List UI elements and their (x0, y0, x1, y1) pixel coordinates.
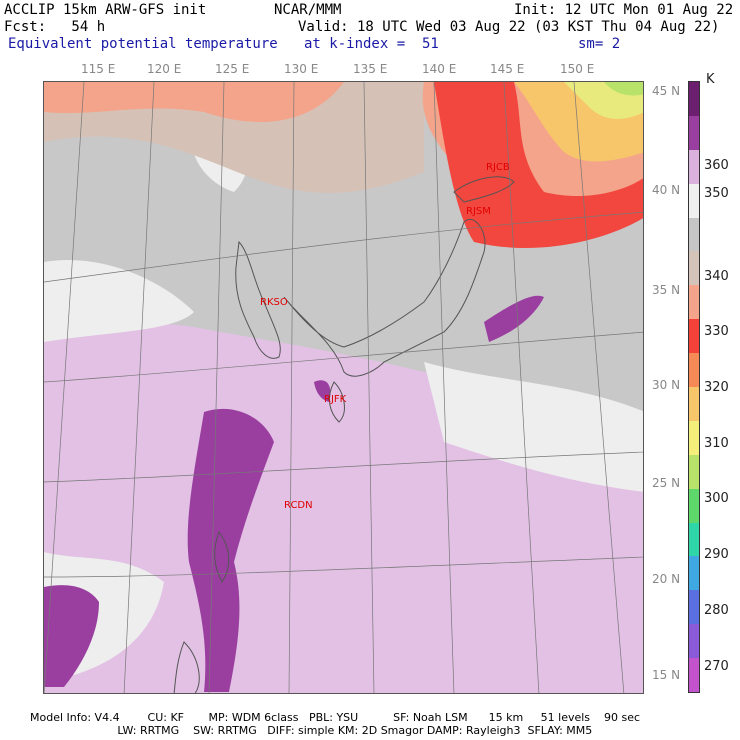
colorbar-segment (689, 319, 699, 354)
lon-label: 135 E (353, 62, 388, 76)
lat-label: 45 N (652, 84, 681, 98)
level-info: at k-index = 51 (304, 36, 439, 52)
footer-physics-info: LW: RRTMG SW: RRTMG DIFF: simple KM: 2D … (30, 724, 593, 737)
footer-model-info: Model Info: V4.4 CU: KF MP: WDM 6class P… (30, 711, 641, 724)
station-label: RJCB (486, 162, 510, 173)
lon-label: 120 E (147, 62, 182, 76)
station-label: RJSM (466, 206, 491, 217)
lat-label: 15 N (652, 668, 681, 682)
colorbar-segment (689, 115, 699, 151)
colorbar-label: 330 (704, 324, 729, 339)
colorbar-label: 360 (704, 158, 729, 173)
colorbar-label: 350 (704, 186, 729, 201)
colorbar-label: 270 (704, 659, 729, 674)
colorbar-label: 310 (704, 436, 729, 451)
colorbar-label: 320 (704, 380, 729, 395)
colorbar (688, 81, 700, 693)
colorbar-segment (689, 454, 699, 490)
station-label: RKSO (260, 297, 288, 308)
lon-label: 125 E (215, 62, 250, 76)
lon-label: 140 E (422, 62, 457, 76)
colorbar-segment (689, 658, 699, 693)
field-name: Equivalent potential temperature (8, 36, 278, 52)
lat-label: 35 N (652, 283, 681, 297)
lon-label: 115 E (81, 62, 116, 76)
colorbar-label: 290 (704, 547, 729, 562)
lat-label: 40 N (652, 183, 681, 197)
lon-label: 130 E (284, 62, 319, 76)
lat-label: 25 N (652, 476, 681, 490)
colorbar-label: 300 (704, 491, 729, 506)
colorbar-segment (689, 217, 699, 252)
valid-time: Valid: 18 UTC Wed 03 Aug 22 (03 KST Thu … (298, 19, 720, 35)
colorbar-segment (689, 387, 699, 422)
colorbar-segment (689, 82, 699, 117)
colorbar-segment (689, 624, 699, 659)
init-time: Init: 12 UTC Mon 01 Aug 22 (514, 2, 734, 18)
colorbar-segment (689, 353, 699, 388)
lon-label: 145 E (490, 62, 525, 76)
map-field (44, 82, 643, 693)
station-label: RCDN (284, 500, 313, 511)
smoothing-info: sm= 2 (578, 36, 621, 52)
station-label: RJFK (324, 394, 347, 405)
colorbar-segment (689, 590, 699, 625)
colorbar-segment (689, 522, 699, 557)
model-title: ACCLIP 15km ARW-GFS init (4, 2, 207, 18)
institution: NCAR/MMM (274, 2, 342, 18)
colorbar-segment (689, 556, 699, 591)
colorbar-label: 340 (704, 269, 729, 284)
colorbar-segment (689, 183, 699, 219)
colorbar-segment (689, 149, 699, 185)
forecast-hour: Fcst: 54 h (4, 19, 106, 35)
colorbar-segment (689, 251, 699, 286)
theta-e-map: RJCB RJSM RKSO RJFK RCDN (43, 81, 644, 694)
colorbar-label: 280 (704, 603, 729, 618)
lat-label: 20 N (652, 572, 681, 586)
lon-label: 150 E (560, 62, 595, 76)
colorbar-segment (689, 488, 699, 524)
colorbar-segment (689, 420, 699, 456)
colorbar-unit: K (706, 72, 715, 87)
colorbar-segment (689, 285, 699, 320)
lat-label: 30 N (652, 378, 681, 392)
